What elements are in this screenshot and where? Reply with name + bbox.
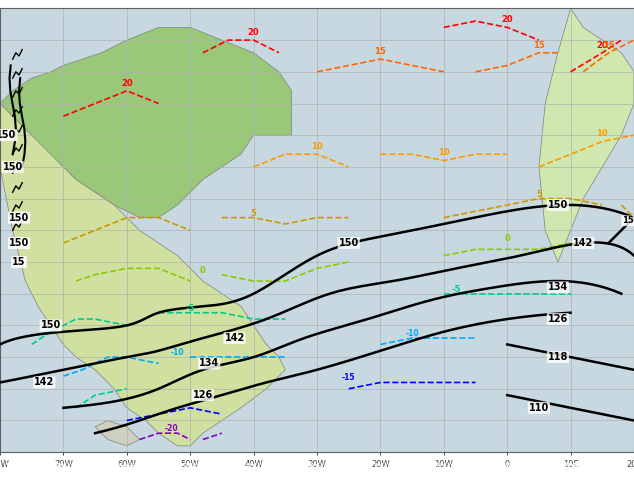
Text: 20: 20 — [501, 15, 513, 24]
Text: 5: 5 — [536, 190, 542, 198]
Text: 118: 118 — [548, 352, 568, 362]
Text: 0: 0 — [504, 234, 510, 243]
Text: -10: -10 — [405, 329, 419, 338]
Text: 5: 5 — [250, 209, 257, 218]
Text: 150: 150 — [9, 238, 29, 248]
Text: 10: 10 — [311, 142, 323, 151]
Text: -15: -15 — [342, 373, 356, 383]
Text: 10E: 10E — [563, 463, 578, 472]
Text: Height/Temp. 850 hPa [gdmp][°C] ECMWF: Height/Temp. 850 hPa [gdmp][°C] ECMWF — [6, 463, 212, 473]
Polygon shape — [0, 27, 292, 218]
Text: 150: 150 — [41, 320, 61, 330]
Polygon shape — [539, 8, 634, 262]
Text: -20: -20 — [164, 424, 178, 433]
Text: 158: 158 — [622, 216, 634, 225]
Text: 134: 134 — [199, 359, 219, 368]
Text: 0: 0 — [200, 266, 206, 275]
Text: 20: 20 — [248, 28, 259, 37]
Text: -5: -5 — [452, 285, 461, 294]
Text: 60W: 60W — [117, 463, 136, 472]
Text: 150: 150 — [3, 162, 23, 172]
Text: 15: 15 — [375, 47, 386, 56]
Text: 150: 150 — [548, 200, 568, 210]
Text: 10: 10 — [438, 148, 450, 157]
Text: 20W: 20W — [371, 463, 390, 472]
Text: -5: -5 — [186, 304, 195, 313]
Polygon shape — [0, 103, 285, 446]
Text: 15: 15 — [533, 41, 545, 49]
Text: 10: 10 — [597, 129, 608, 138]
Text: 150: 150 — [0, 130, 16, 140]
Text: ©weatheronline.co.uk: ©weatheronline.co.uk — [527, 481, 628, 490]
Text: 20: 20 — [121, 79, 133, 88]
Text: 142: 142 — [224, 333, 245, 343]
Text: 126: 126 — [548, 314, 568, 324]
Text: 15: 15 — [603, 41, 614, 49]
Text: 126: 126 — [193, 390, 213, 400]
Text: 70W: 70W — [54, 463, 73, 472]
Text: 110: 110 — [529, 403, 549, 413]
Text: 10W: 10W — [434, 463, 453, 472]
Text: Tu 11-06-2024 00:00 UTC (12+T32): Tu 11-06-2024 00:00 UTC (12+T32) — [455, 463, 628, 473]
Text: 134: 134 — [548, 282, 568, 293]
Text: 30W: 30W — [307, 463, 327, 472]
Text: 15: 15 — [12, 257, 26, 267]
Text: 0: 0 — [505, 463, 510, 472]
Text: 150: 150 — [339, 238, 359, 248]
Text: -10: -10 — [171, 348, 184, 357]
Text: 142: 142 — [34, 377, 55, 388]
Text: 40W: 40W — [244, 463, 263, 472]
Text: 150: 150 — [9, 213, 29, 222]
Text: 20: 20 — [597, 41, 608, 49]
Text: 142: 142 — [573, 238, 593, 248]
Text: 50W: 50W — [181, 463, 200, 472]
Polygon shape — [95, 420, 139, 446]
